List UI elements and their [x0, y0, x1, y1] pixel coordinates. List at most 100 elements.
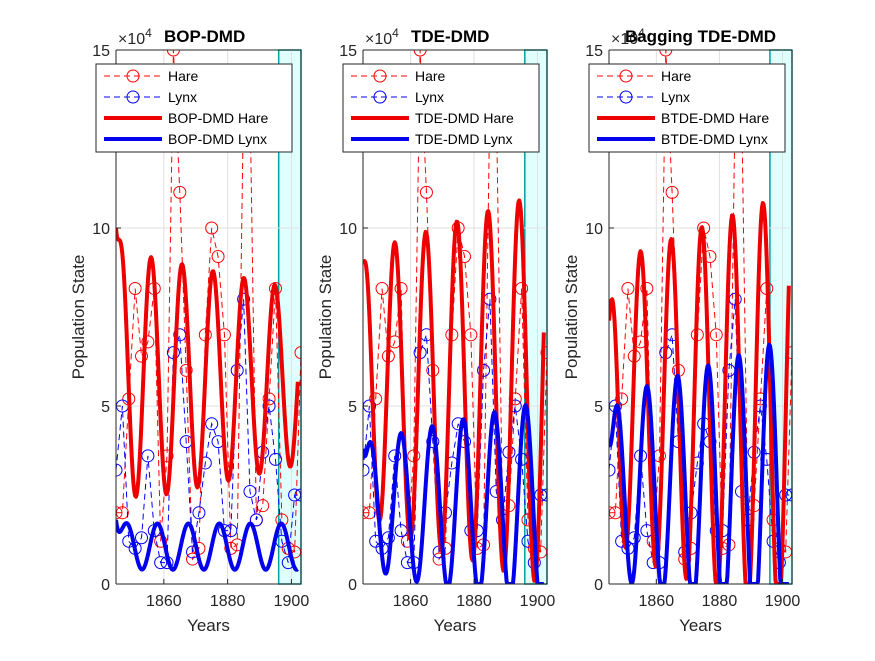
legend-marker — [126, 90, 140, 104]
x-tick-label: 1880 — [456, 593, 492, 610]
hare-observed-line — [363, 50, 547, 561]
hare-observed-point — [141, 335, 155, 349]
legend-label: Lynx — [415, 89, 444, 105]
hare-observed-point — [173, 185, 187, 199]
x-axis-label: Years — [679, 616, 722, 635]
lynx-observed-point — [141, 449, 155, 463]
legend-marker — [373, 90, 387, 104]
x-axis-label: Years — [187, 616, 230, 635]
legend-marker — [126, 69, 140, 83]
legend: Hare Lynx TDE-DMD Hare TDE-DMD Lynx — [342, 63, 540, 153]
y-tick-label: 0 — [594, 577, 603, 594]
legend-label: Lynx — [168, 89, 197, 105]
hare-observed-point — [166, 50, 180, 57]
exponent-label: ×104 — [365, 26, 399, 48]
legend-label: BTDE-DMD Lynx — [661, 131, 768, 147]
hare-observed-point — [256, 499, 270, 513]
lynx-observed-point — [135, 531, 149, 545]
hare-observed-point — [294, 346, 301, 360]
y-tick-label: 15 — [585, 43, 603, 60]
hare-observed-point — [419, 185, 433, 199]
legend-label: Lynx — [661, 89, 690, 105]
hare-fit-line — [609, 200, 791, 584]
lynx-fit-line — [116, 519, 300, 572]
hare-observed-point — [665, 185, 679, 199]
hare-observed-point — [659, 50, 673, 57]
legend-marker — [619, 90, 633, 104]
legend-label: Hare — [415, 68, 446, 84]
x-tick-label: 1860 — [639, 593, 675, 610]
legend-label: TDE-DMD Hare — [415, 110, 514, 126]
x-tick-label: 1860 — [146, 593, 182, 610]
lynx-observed-point — [243, 484, 257, 498]
lynx-observed-point — [237, 292, 251, 306]
y-tick-label: 0 — [348, 577, 357, 594]
y-axis-label: Population State — [316, 255, 335, 380]
lynx-observed-line — [116, 299, 301, 564]
lynx-observed-point — [154, 556, 168, 570]
hare-observed-line — [116, 50, 301, 561]
hare-observed-point — [205, 221, 219, 235]
panel-1: 1860 1880 1900 0 5 10 15 ×104 BOP-DMD Years Popula… — [69, 26, 309, 635]
y-axis-label: Population State — [562, 255, 581, 380]
y-tick-label: 15 — [92, 43, 110, 60]
legend-label: BTDE-DMD Hare — [661, 110, 769, 126]
hare-observed-point — [413, 50, 427, 57]
panel-2: 1860 1880 1900 0 5 10 15 ×104 TDE-DMD Years Popula… — [316, 26, 555, 635]
lynx-observed-point — [249, 513, 263, 527]
lynx-observed-point — [477, 363, 491, 377]
hare-observed-point — [363, 506, 370, 520]
exponent-power: 4 — [638, 26, 645, 40]
legend-label: Hare — [168, 68, 199, 84]
legend-label: TDE-DMD Lynx — [415, 131, 513, 147]
lynx-observed-point — [173, 328, 187, 342]
lynx-observed-point — [205, 417, 219, 431]
hare-observed-point — [640, 282, 654, 296]
lynx-fit-line — [363, 403, 546, 584]
exponent-label: ×104 — [118, 26, 152, 48]
chart-title: TDE-DMD — [411, 27, 489, 46]
series-group — [363, 50, 547, 584]
hare-observed-point — [375, 282, 389, 296]
y-tick-label: 5 — [594, 399, 603, 416]
exponent-label: ×104 — [611, 26, 645, 48]
x-tick-label: 1900 — [765, 593, 801, 610]
x-tick-label: 1860 — [393, 593, 429, 610]
hare-observed-point — [179, 363, 193, 377]
y-tick-label: 0 — [101, 577, 110, 594]
legend: Hare Lynx BOP-DMD Hare BOP-DMD Lynx — [95, 63, 293, 153]
hare-observed-point — [540, 346, 547, 360]
legend-label: Hare — [661, 68, 692, 84]
lynx-observed-point — [785, 488, 792, 502]
lynx-observed-point — [116, 463, 123, 477]
hare-observed-point — [621, 282, 635, 296]
legend-marker — [373, 69, 387, 83]
series-group — [609, 50, 792, 584]
y-tick-label: 15 — [339, 43, 357, 60]
x-axis-label: Years — [434, 616, 477, 635]
hare-observed-point — [224, 541, 238, 555]
chart-title: BOP-DMD — [164, 27, 245, 46]
hare-observed-line — [609, 50, 792, 561]
exponent-power: 4 — [145, 26, 152, 40]
lynx-observed-point — [192, 506, 206, 520]
hare-observed-point — [609, 506, 616, 520]
hare-observed-point — [116, 506, 123, 520]
hare-observed-point — [135, 349, 149, 363]
series-group — [116, 50, 301, 572]
hare-fit-line — [116, 227, 300, 499]
x-tick-label: 1880 — [702, 593, 738, 610]
lynx-observed-point — [609, 463, 616, 477]
lynx-observed-point — [268, 452, 282, 466]
x-tick-label: 1880 — [210, 593, 246, 610]
chart-title: Bagging TDE-DMD — [625, 27, 776, 46]
hare-observed-point — [709, 328, 723, 342]
lynx-observed-point — [363, 463, 370, 477]
legend-marker — [619, 69, 633, 83]
y-tick-label: 10 — [339, 221, 357, 238]
y-tick-label: 10 — [92, 221, 110, 238]
lynx-observed-point — [262, 399, 276, 413]
hare-observed-point — [211, 249, 225, 263]
